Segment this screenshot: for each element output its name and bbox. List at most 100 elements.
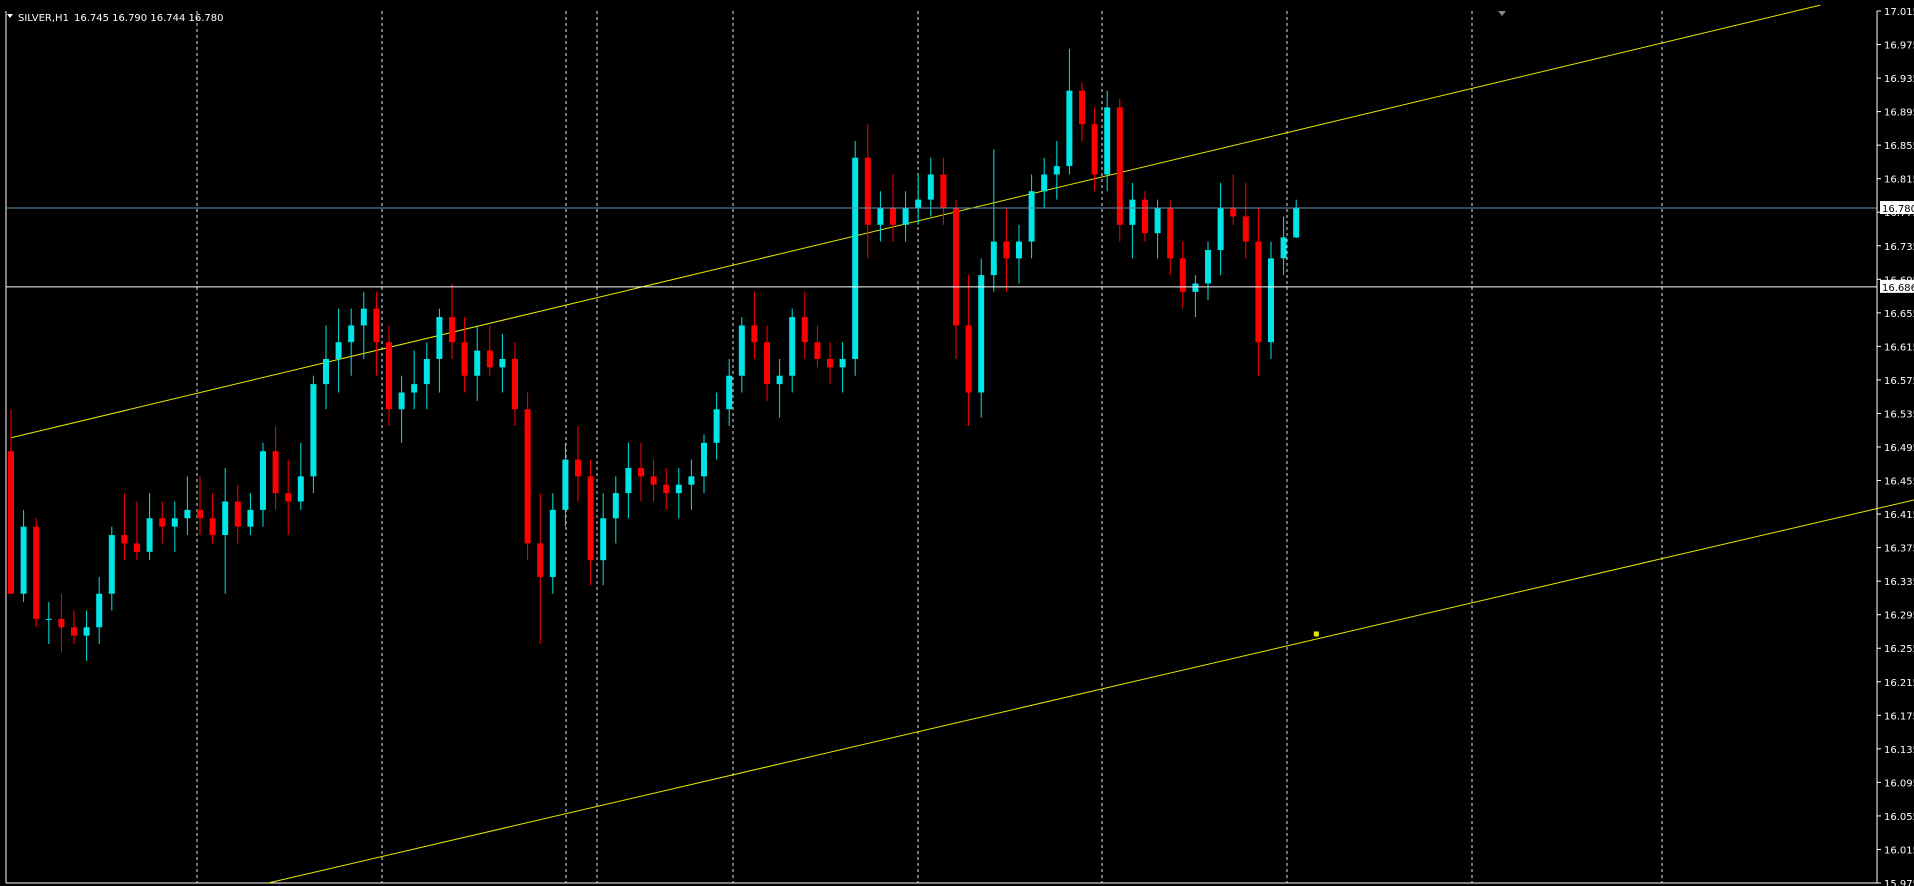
- candle-body: [58, 618, 65, 628]
- candle-body: [96, 593, 103, 628]
- candle: [146, 493, 153, 561]
- candle: [587, 459, 594, 586]
- candle-body: [701, 442, 707, 477]
- y-tick-label: 16.975: [1884, 41, 1914, 52]
- y-tick-label: 16.895: [1884, 108, 1914, 119]
- candle: [852, 140, 859, 376]
- candle: [1154, 199, 1161, 259]
- candle: [1116, 99, 1123, 242]
- candle-body: [776, 375, 783, 385]
- candle: [625, 442, 632, 519]
- candle: [386, 325, 392, 427]
- candle: [902, 191, 909, 242]
- candle: [1205, 241, 1211, 301]
- candle-body: [423, 358, 430, 385]
- candle-body: [575, 459, 581, 477]
- candle: [675, 467, 682, 519]
- candle-body: [146, 518, 153, 552]
- candle-body: [890, 208, 896, 225]
- candle: [171, 501, 178, 552]
- y-tick-label: 16.215: [1884, 678, 1914, 689]
- candle: [348, 308, 355, 376]
- candle-body: [726, 375, 733, 410]
- candle-body: [1179, 258, 1186, 292]
- hline-price-tag-bg: [1880, 279, 1914, 293]
- candle-body: [222, 501, 229, 536]
- candle: [789, 308, 796, 393]
- channel-lower-line[interactable]: [267, 185, 1914, 884]
- candle: [1179, 241, 1186, 309]
- candle: [764, 325, 770, 401]
- candle: [247, 493, 254, 536]
- candle: [1230, 174, 1237, 225]
- candle: [197, 476, 203, 536]
- candle-body: [474, 350, 481, 376]
- candle: [965, 275, 972, 427]
- candle-body: [159, 518, 166, 527]
- candle: [486, 325, 493, 376]
- candle: [638, 442, 644, 502]
- trend-lines[interactable]: [10, 4, 1914, 884]
- y-tick-label: 16.575: [1884, 376, 1914, 387]
- candle: [461, 317, 468, 393]
- candle: [701, 434, 707, 494]
- candle-body: [524, 409, 531, 544]
- candle: [335, 308, 342, 393]
- candle: [310, 375, 317, 494]
- candle-body: [1167, 208, 1174, 259]
- candle: [1242, 182, 1249, 259]
- candle-body: [297, 476, 304, 502]
- candle: [449, 283, 455, 359]
- header-dropdown-icon[interactable]: [7, 14, 13, 18]
- candle-body: [537, 543, 544, 577]
- candle-body: [1280, 237, 1287, 259]
- candle-body: [285, 493, 292, 502]
- candle: [1167, 199, 1174, 276]
- candle-body: [1066, 90, 1073, 167]
- candle: [1293, 199, 1300, 239]
- candle: [222, 467, 229, 594]
- horizontal-lines[interactable]: [6, 11, 1877, 288]
- candle-body: [1293, 208, 1300, 238]
- candle-body: [373, 308, 380, 343]
- candle: [20, 509, 27, 603]
- candle: [360, 291, 367, 359]
- candles: [8, 48, 1300, 661]
- y-tick-label: 16.815: [1884, 175, 1914, 186]
- candle: [927, 157, 934, 217]
- candle: [33, 518, 40, 628]
- candle: [600, 493, 607, 586]
- y-tick-label: 16.935: [1884, 74, 1914, 85]
- channel-upper-line[interactable]: [10, 4, 1821, 439]
- y-tick-label: 16.735: [1884, 242, 1914, 253]
- y-tick-label: 16.055: [1884, 812, 1914, 823]
- candle: [373, 291, 380, 376]
- candle: [45, 602, 52, 645]
- candle-body: [852, 157, 859, 359]
- candle: [1079, 82, 1085, 141]
- candle: [499, 333, 506, 393]
- candle-body: [310, 384, 317, 477]
- candle: [877, 191, 884, 242]
- candle: [58, 593, 65, 653]
- candle: [1268, 241, 1274, 359]
- y-tick-label: 16.175: [1884, 711, 1914, 722]
- candle: [134, 501, 140, 561]
- candle: [8, 409, 14, 594]
- y-tick-label: 15.975: [1884, 879, 1914, 886]
- candle: [713, 392, 720, 460]
- candle: [1255, 208, 1262, 376]
- candle-body: [1142, 199, 1148, 234]
- candle: [738, 317, 745, 393]
- candle-body: [33, 526, 40, 619]
- candle: [423, 342, 430, 410]
- candle-body: [940, 174, 947, 209]
- trend-anchor-handle[interactable]: [1313, 631, 1319, 637]
- candle-body: [486, 350, 493, 368]
- candle-body: [587, 476, 594, 561]
- candle-body: [1116, 107, 1123, 225]
- ohlc-header: 16.745 16.790 16.744 16.780: [74, 13, 224, 24]
- candle-body: [209, 518, 216, 536]
